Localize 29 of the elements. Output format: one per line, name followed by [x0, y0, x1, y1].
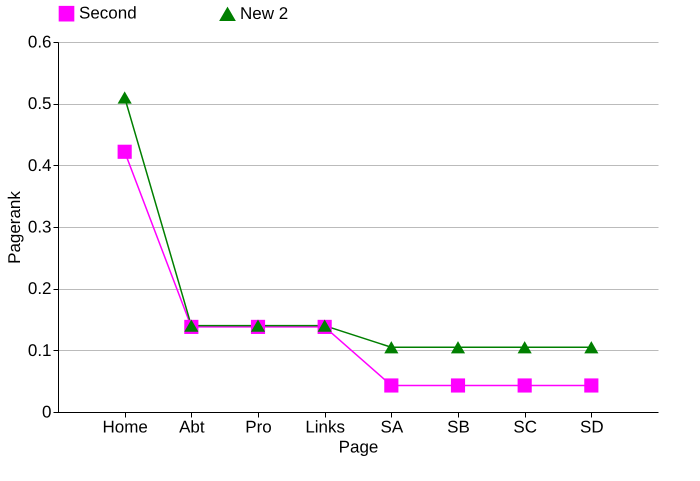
point	[584, 341, 598, 354]
point	[518, 378, 532, 393]
point	[450, 378, 466, 393]
legend-label: New 2	[240, 4, 288, 24]
y-tick-label: 0.4	[28, 156, 52, 175]
point	[384, 378, 398, 393]
y-tick-label: 0.2	[28, 279, 52, 298]
x-tick-label: Abt	[179, 418, 205, 436]
x-tick-label: Links	[305, 418, 346, 436]
x-tick-label: SB	[447, 418, 470, 436]
legend-label: Second	[79, 4, 137, 23]
x-axis-title: Page	[338, 438, 378, 456]
x-tick-label: Pro	[245, 418, 272, 436]
y-tick-label: 0.5	[28, 94, 52, 114]
point	[450, 341, 466, 354]
y-tick-label: 0.3	[28, 218, 52, 236]
x-tick-label: SA	[380, 418, 404, 436]
point	[118, 144, 132, 159]
point	[384, 341, 398, 354]
y-axis-title: Pagerank	[4, 190, 24, 264]
x-tick-label: SC	[513, 418, 537, 436]
y-tick-label: 0	[42, 402, 52, 422]
point	[518, 341, 532, 354]
y-tick-label: 0.1	[28, 340, 52, 360]
x-tick-label: SD	[580, 418, 604, 436]
y-tick-label: 0.6	[28, 32, 52, 52]
x-tick-label: Home	[102, 418, 148, 436]
point	[118, 91, 132, 104]
point	[584, 378, 598, 393]
